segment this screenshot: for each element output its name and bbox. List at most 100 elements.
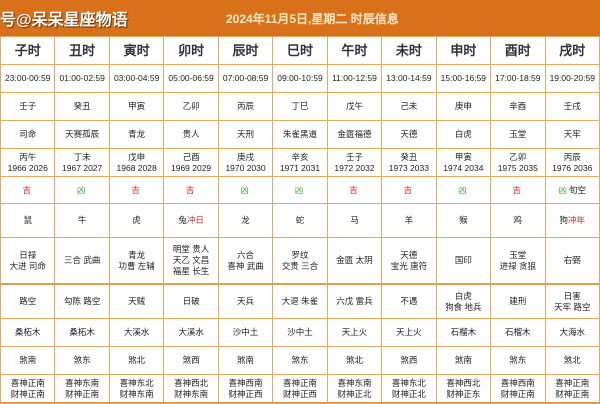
nayin-text: 沙中土 xyxy=(232,327,259,337)
nayin-cell: 大海水 xyxy=(544,318,600,347)
bad-gods-cell: 六戊 雷兵 xyxy=(326,283,383,319)
bad-gods-text: 白虎 xyxy=(454,290,472,301)
nayin-cell: 天上火 xyxy=(381,318,437,347)
time-range-cell: 11:00-12:59 xyxy=(326,64,383,93)
header-bar: 号@呆呆星座物语 2024年11月5日,星期二 时辰信息 xyxy=(0,0,600,36)
star-god-text: 玉堂 xyxy=(509,129,527,139)
sha-direction-text: 煞东 xyxy=(291,355,309,365)
zodiac-text: 牛 xyxy=(77,215,87,225)
nayin-cell: 桑柘木 xyxy=(54,318,110,347)
zodiac-cell: 蛇 xyxy=(272,203,328,238)
zodiac-cell: 猴 xyxy=(435,203,492,238)
time-range-cell: 07:00-08:59 xyxy=(217,64,274,93)
sha-direction-text: 煞南 xyxy=(454,355,472,365)
chong-year-cell: 壬子 1972 2032 xyxy=(326,148,383,177)
hour-name-cell: 巳时 xyxy=(272,36,328,65)
good-gods-cell: 罗纹 交贵 三合 xyxy=(272,237,328,285)
sha-direction-cell: 煞南 xyxy=(435,346,492,375)
bad-gods-text: 建刑 xyxy=(509,296,527,306)
hour-name-text: 寅时 xyxy=(123,43,150,58)
zodiac-cell: 羊 xyxy=(381,203,437,238)
hour-name-text: 子时 xyxy=(14,43,41,58)
ganzhi-text: 癸丑 xyxy=(73,101,91,111)
time-range-text: 11:00-12:59 xyxy=(332,73,377,83)
chong-year-text: 1969 2029 xyxy=(170,162,212,173)
time-range-text: 05:00-06:59 xyxy=(168,73,214,83)
ganzhi-text: 丙辰 xyxy=(237,101,255,111)
fortune-directions-text: 财神正西 xyxy=(282,388,317,399)
good-gods-text: 青龙 xyxy=(128,249,146,260)
sha-direction-text: 煞北 xyxy=(563,355,581,365)
nayin-cell: 石榴木 xyxy=(490,318,546,347)
ganzhi-cell: 乙卯 xyxy=(163,92,219,121)
fortune-directions-text: 财神正西 xyxy=(228,388,263,399)
hour-name-cell: 辰时 xyxy=(217,36,274,65)
fortune-directions-cell: 喜神西南 财神正南 xyxy=(490,374,546,404)
zodiac-cell: 鸡 xyxy=(490,203,546,238)
fortune-directions-text: 财神正北 xyxy=(391,388,426,399)
hour-name-cell: 寅时 xyxy=(108,36,165,65)
luck-text: 吉 xyxy=(403,184,413,195)
bad-gods-cell: 大退 朱雀 xyxy=(272,283,328,319)
time-range-text: 07:00-08:59 xyxy=(222,73,269,83)
hour-info-table: 子时 丑时 寅时 卯时 辰时 巳时 午时 未时 申时 酉时 戌时 23:00-00:59 01:00-0… xyxy=(0,36,600,404)
luck-cell: 吉 xyxy=(163,176,219,204)
nayin-text: 石榴木 xyxy=(505,327,531,337)
luck-cell: 凶旬空 xyxy=(544,176,600,204)
bad-gods-cell: 勾陈 路空 xyxy=(54,283,110,319)
zodiac-cell: 鼠 xyxy=(0,203,56,238)
ganzhi-text: 辛酉 xyxy=(509,101,527,111)
bad-gods-cell: 日破 xyxy=(163,283,219,319)
fortune-directions-text: 财神正东 xyxy=(446,388,481,399)
zodiac-text: 龙 xyxy=(241,215,250,225)
nayin-cell: 石榴木 xyxy=(435,318,492,347)
nayin-text: 大溪水 xyxy=(178,327,204,337)
zodiac-text: 鼠 xyxy=(23,215,32,225)
good-gods-text: 国印 xyxy=(454,255,472,265)
ganzhi-cell: 甲寅 xyxy=(108,92,165,121)
star-god-cell: 天刑 xyxy=(217,120,274,149)
fortune-directions-text: 喜神正南 xyxy=(555,377,590,388)
time-range-cell: 19:00-20:59 xyxy=(544,64,600,93)
sha-direction-cell: 煞南 xyxy=(217,346,274,375)
nayin-cell: 沙中土 xyxy=(217,318,274,347)
good-gods-cell: 三合 武曲 xyxy=(54,237,110,285)
hour-name-text: 午时 xyxy=(341,43,368,58)
chong-year-cell: 己酉 1969 2029 xyxy=(163,148,219,177)
luck-cell: 凶 xyxy=(435,176,492,204)
hour-name-text: 戌时 xyxy=(559,43,586,58)
bad-gods-text: 路空 xyxy=(19,296,37,306)
sha-direction-text: 煞西 xyxy=(400,355,418,365)
time-range-text: 01:00-02:59 xyxy=(59,73,105,83)
star-god-text: 白虎 xyxy=(454,129,472,139)
time-range-cell: 01:00-02:59 xyxy=(54,64,110,93)
star-god-cell: 玉堂 xyxy=(490,120,546,149)
chong-year-text: 1971 2031 xyxy=(279,162,321,173)
nayin-text: 大海水 xyxy=(559,327,586,337)
bad-gods-cell: 天兵 xyxy=(217,283,274,319)
ganzhi-text: 己未 xyxy=(400,101,418,111)
good-gods-cell: 明堂 贵人 天乙 文昌 福星 长生 xyxy=(163,237,219,285)
hour-name-cell: 子时 xyxy=(0,36,56,65)
zodiac-cell: 狗冲年 xyxy=(544,203,600,238)
sha-direction-text: 煞东 xyxy=(73,355,91,365)
luck-text: 凶 xyxy=(558,184,568,195)
ganzhi-cell: 癸丑 xyxy=(54,92,110,121)
good-gods-text: 福星 长生 xyxy=(172,266,210,276)
ganzhi-cell: 己未 xyxy=(381,92,437,121)
chong-year-text: 辛亥 xyxy=(291,151,309,162)
nayin-text: 天上火 xyxy=(341,327,368,337)
star-god-text: 青龙 xyxy=(128,129,146,139)
good-gods-text: 金匮 太阴 xyxy=(336,255,373,265)
chong-year-cell: 丙午 1966 2026 xyxy=(0,148,56,177)
ganzhi-text: 壬子 xyxy=(19,101,37,111)
chong-year-text: 丙辰 xyxy=(563,151,581,162)
fortune-directions-text: 喜神东南 xyxy=(337,377,372,388)
sha-direction-text: 煞西 xyxy=(182,355,200,365)
good-gods-text: 玉堂 xyxy=(509,249,527,260)
row-hour-name: 子时 丑时 寅时 卯时 辰时 巳时 午时 未时 申时 酉时 戌时 xyxy=(0,36,600,65)
good-gods-text: 大进 司命 xyxy=(9,260,46,271)
bad-gods-cell: 路空 xyxy=(0,283,56,319)
nayin-cell: 大溪水 xyxy=(163,318,219,347)
fortune-directions-text: 财神东南 xyxy=(119,388,154,399)
